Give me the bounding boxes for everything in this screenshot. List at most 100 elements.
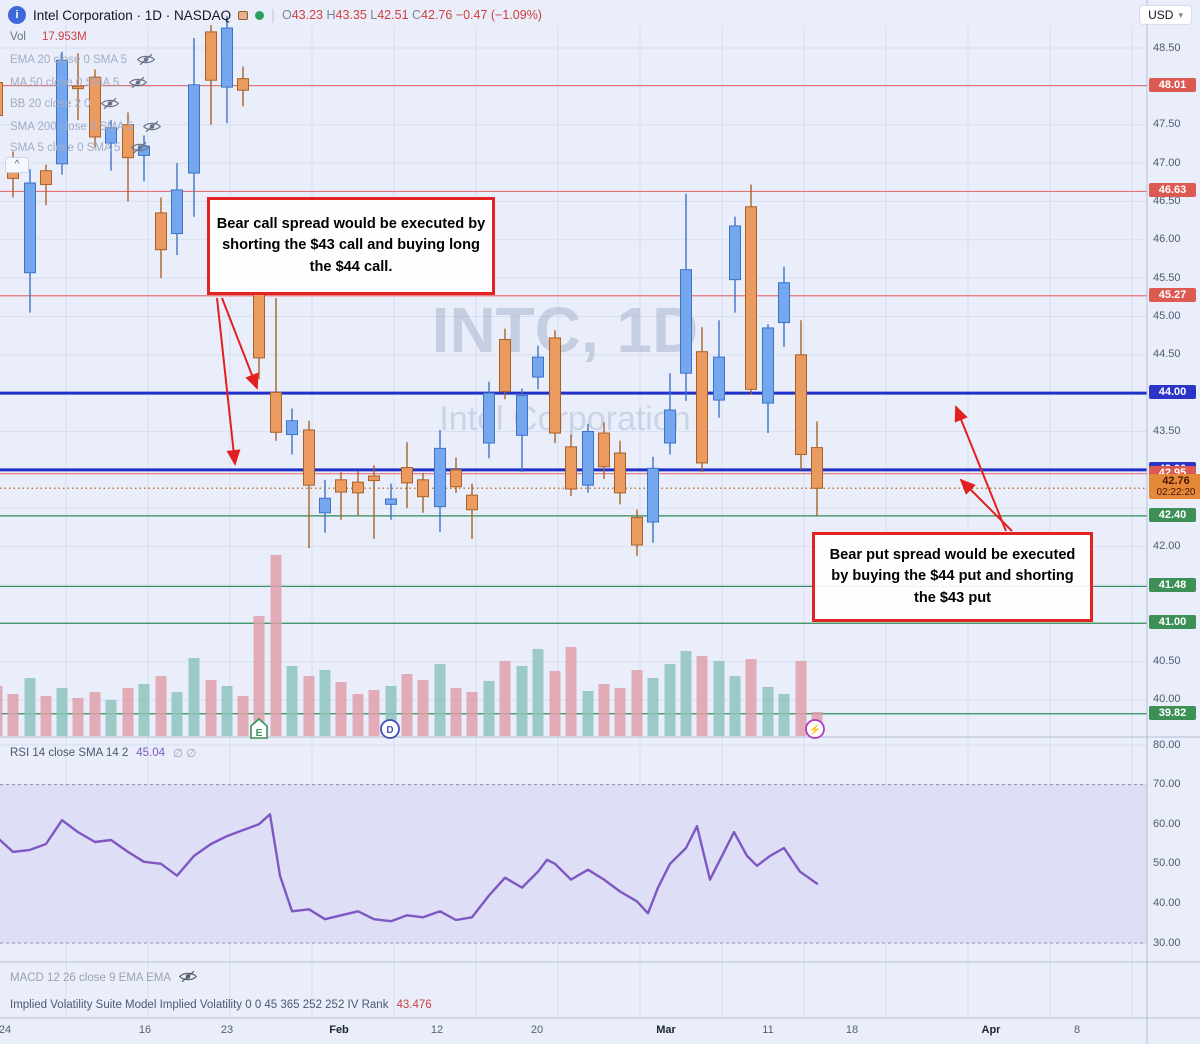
rsi-legend-row[interactable]: RSI 14 close SMA 14 2 45.04 ∅ ∅: [10, 746, 196, 760]
dividend-marker[interactable]: D: [380, 719, 400, 739]
price-badge-45.27[interactable]: 45.27: [1149, 287, 1196, 302]
volume-bars: [0, 555, 823, 736]
time-tick-Apr: Apr: [981, 1024, 1001, 1036]
chart-header: i Intel Corporation · 1D · NASDAQ | O43.…: [8, 6, 542, 24]
price-tick: 47.50: [1153, 118, 1181, 131]
annotation-arrows: [216, 297, 1013, 532]
rsi-tick: 60.00: [1153, 817, 1181, 830]
open-label: O: [281, 8, 292, 22]
price-tick: 40.00: [1153, 693, 1181, 706]
price-badge-39.82[interactable]: 39.82: [1149, 705, 1196, 720]
news-marker[interactable]: ⚡: [805, 719, 825, 739]
indicator-label: SMA 200 close 0 SMA 5: [10, 120, 134, 133]
high-value: 43.35: [335, 8, 367, 22]
rsi-tick: 40.00: [1153, 896, 1181, 909]
price-badge-41.48[interactable]: 41.48: [1149, 578, 1196, 593]
low-value: 42.51: [377, 8, 409, 22]
price-tick: 48.50: [1153, 41, 1181, 54]
svg-text:D: D: [386, 725, 393, 736]
svg-text:INTC, 1D: INTC, 1D: [432, 294, 699, 366]
price-badge-44.00[interactable]: 44.00: [1149, 385, 1196, 400]
market-open-dot-icon: [255, 10, 265, 20]
eye-off-icon[interactable]: [179, 970, 198, 986]
price-tick: 47.00: [1153, 156, 1181, 169]
time-tick-24: 24: [0, 1024, 12, 1036]
open-value: 43.23: [291, 8, 323, 22]
currency-selector[interactable]: USD ▾: [1139, 5, 1192, 25]
price-tick: 45.50: [1153, 271, 1181, 284]
price-tick: 45.00: [1153, 309, 1181, 322]
bear-put-spread-callout[interactable]: Bear put spread would be executed by buy…: [812, 532, 1093, 622]
candlestick-series[interactable]: [0, 15, 823, 556]
indicator-row-sma200[interactable]: SMA 200 close 0 SMA 5: [10, 120, 162, 133]
bear-call-spread-callout[interactable]: Bear call spread would be executed by sh…: [207, 197, 495, 295]
rsi-extra-values: ∅ ∅: [173, 748, 197, 760]
callout-text: Bear call spread would be executed by sh…: [216, 216, 486, 275]
indicator-row-ema20[interactable]: EMA 20 close 0 SMA 5: [10, 53, 155, 66]
price-tick: 42.00: [1153, 540, 1181, 553]
price-badge-46.63[interactable]: 46.63: [1149, 183, 1196, 198]
iv-legend-row[interactable]: Implied Volatility Suite Model Implied V…: [10, 999, 432, 1011]
time-tick-8: 8: [1073, 1024, 1081, 1036]
indicator-label: MA 50 close 0 SMA 5: [10, 76, 120, 89]
eye-off-icon[interactable]: [129, 76, 148, 89]
indicator-row-ma50[interactable]: MA 50 close 0 SMA 5: [10, 76, 148, 89]
time-tick-Feb: Feb: [329, 1024, 349, 1036]
price-badge-41.00[interactable]: 41.00: [1149, 615, 1196, 630]
symbol-watermark: INTC, 1D Intel Corporation: [432, 294, 699, 438]
rsi-line: [0, 813, 819, 923]
rsi-tick: 30.00: [1153, 936, 1181, 949]
price-badge-48.01[interactable]: 48.01: [1149, 77, 1196, 92]
symbol-title[interactable]: Intel Corporation · 1D · NASDAQ: [33, 7, 232, 23]
change-value: −0.47 (−1.09%): [455, 8, 542, 22]
rsi-tick: 50.00: [1153, 857, 1181, 870]
eye-off-icon[interactable]: [100, 97, 119, 110]
price-tick: 44.50: [1153, 348, 1181, 361]
indicator-row-sma5[interactable]: SMA 5 close 0 SMA 5: [10, 141, 149, 154]
indicator-label: EMA 20 close 0 SMA 5: [10, 53, 127, 66]
chevron-down-icon: ▾: [1178, 9, 1183, 20]
close-value: 42.76: [421, 8, 453, 22]
time-tick-12: 12: [430, 1024, 444, 1036]
indicator-row-bb[interactable]: BB 20 close 2 0: [10, 97, 119, 110]
iv-rank-value: 43.476: [396, 999, 432, 1011]
svg-text:⚡: ⚡: [809, 723, 821, 736]
earnings-marker[interactable]: E: [250, 717, 268, 739]
time-tick-16: 16: [138, 1024, 152, 1036]
volume-legend-row[interactable]: Vol 17.953M: [10, 31, 87, 43]
price-tick: 46.00: [1153, 233, 1181, 246]
rsi-label: RSI 14 close SMA 14 2: [10, 747, 129, 759]
price-badge-42.40[interactable]: 42.40: [1149, 507, 1196, 522]
eye-off-icon[interactable]: [143, 120, 162, 133]
ohlc-values: O43.23 H43.35 L42.51 C42.76 −0.47 (−1.09…: [282, 8, 542, 22]
rsi-tick: 80.00: [1153, 738, 1181, 751]
rsi-tick: 70.00: [1153, 778, 1181, 791]
chart-type-icon[interactable]: [238, 10, 249, 20]
high-label: H: [326, 8, 336, 22]
time-tick-18: 18: [845, 1024, 859, 1036]
time-tick-20: 20: [530, 1024, 544, 1036]
svg-text:Intel Corporation: Intel Corporation: [439, 400, 690, 438]
price-tick: 40.50: [1153, 655, 1181, 668]
callout-text: Bear put spread would be executed by buy…: [829, 547, 1076, 606]
time-tick-Mar: Mar: [656, 1024, 676, 1036]
eye-off-icon[interactable]: [136, 53, 155, 66]
low-label: L: [370, 8, 378, 22]
iv-label: Implied Volatility Suite Model Implied V…: [10, 999, 389, 1011]
indicator-label: SMA 5 close 0 SMA 5: [10, 141, 121, 154]
indicator-label: BB 20 close 2 0: [10, 97, 91, 110]
collapse-legend-button[interactable]: ^: [5, 157, 29, 173]
time-tick-23: 23: [220, 1024, 234, 1036]
volume-label: Vol: [10, 31, 26, 43]
symbol-logo-icon[interactable]: i: [8, 6, 26, 24]
price-tick: 43.50: [1153, 425, 1181, 437]
currency-label: USD: [1148, 8, 1174, 22]
header-divider: |: [271, 6, 275, 24]
macd-label: MACD 12 26 close 9 EMA EMA: [10, 972, 172, 984]
macd-legend-row[interactable]: MACD 12 26 close 9 EMA EMA: [10, 970, 198, 986]
eye-off-icon[interactable]: [130, 141, 149, 154]
price-badge-42.76[interactable]: 42.76 02:22:20: [1149, 474, 1200, 500]
